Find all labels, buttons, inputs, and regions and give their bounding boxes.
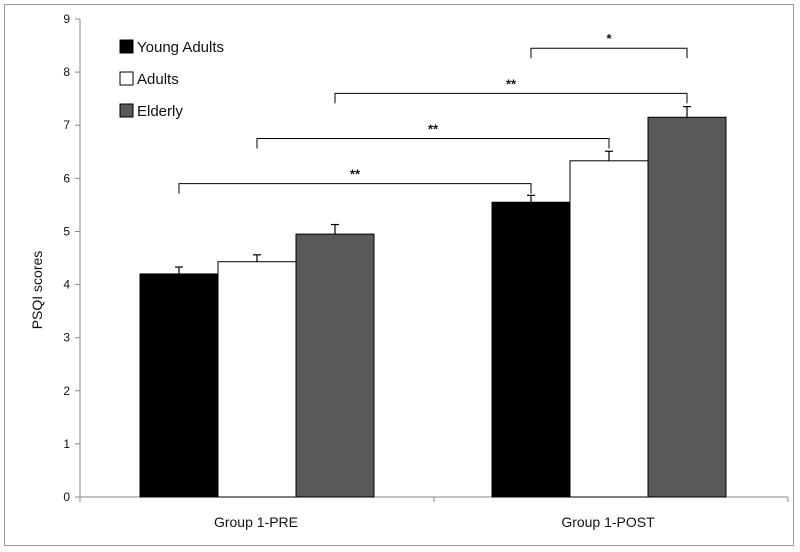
y-tick-label: 4 bbox=[63, 278, 70, 292]
x-category-label: Group 1-POST bbox=[561, 514, 655, 530]
significance-bracket bbox=[334, 92, 688, 104]
y-tick-label: 2 bbox=[63, 384, 70, 398]
legend-label: Young Adults bbox=[137, 39, 224, 56]
y-tick-label: 7 bbox=[63, 118, 70, 132]
bar bbox=[295, 233, 375, 498]
y-tick-label: 9 bbox=[63, 12, 70, 26]
bar bbox=[569, 160, 649, 498]
y-tick-label: 6 bbox=[63, 171, 70, 185]
legend-swatch bbox=[119, 39, 134, 54]
bar bbox=[491, 201, 571, 498]
y-axis-label: PSQI scores bbox=[29, 251, 45, 330]
significance-bracket bbox=[530, 47, 688, 59]
significance-label: ** bbox=[428, 122, 439, 137]
significance-bracket bbox=[178, 183, 532, 194]
significance-brackets: ******* bbox=[178, 31, 688, 194]
y-tick-label: 5 bbox=[63, 224, 70, 238]
x-axis: Group 1-PRE Group 1-POST bbox=[79, 496, 789, 530]
y-tick-label: 1 bbox=[63, 437, 70, 451]
legend-label: Adults bbox=[137, 71, 179, 88]
bar bbox=[647, 116, 727, 498]
y-axis: 0 1 2 3 4 5 6 7 8 9 bbox=[63, 12, 81, 504]
legend-label: Elderly bbox=[137, 103, 183, 120]
x-category-label: Group 1-PRE bbox=[214, 514, 298, 530]
y-tick-label: 3 bbox=[63, 331, 70, 345]
bars bbox=[139, 106, 727, 498]
y-tick-label: 0 bbox=[63, 490, 70, 504]
significance-label: ** bbox=[350, 167, 361, 182]
bar bbox=[217, 261, 297, 498]
y-tick-label: 8 bbox=[63, 65, 70, 79]
significance-label: ** bbox=[506, 76, 517, 91]
significance-bracket bbox=[256, 138, 610, 149]
legend: Young Adults Adults Elderly bbox=[119, 39, 224, 120]
legend-swatch bbox=[119, 103, 134, 118]
bar bbox=[139, 273, 219, 498]
significance-label: * bbox=[606, 31, 612, 46]
legend-swatch bbox=[119, 71, 134, 86]
